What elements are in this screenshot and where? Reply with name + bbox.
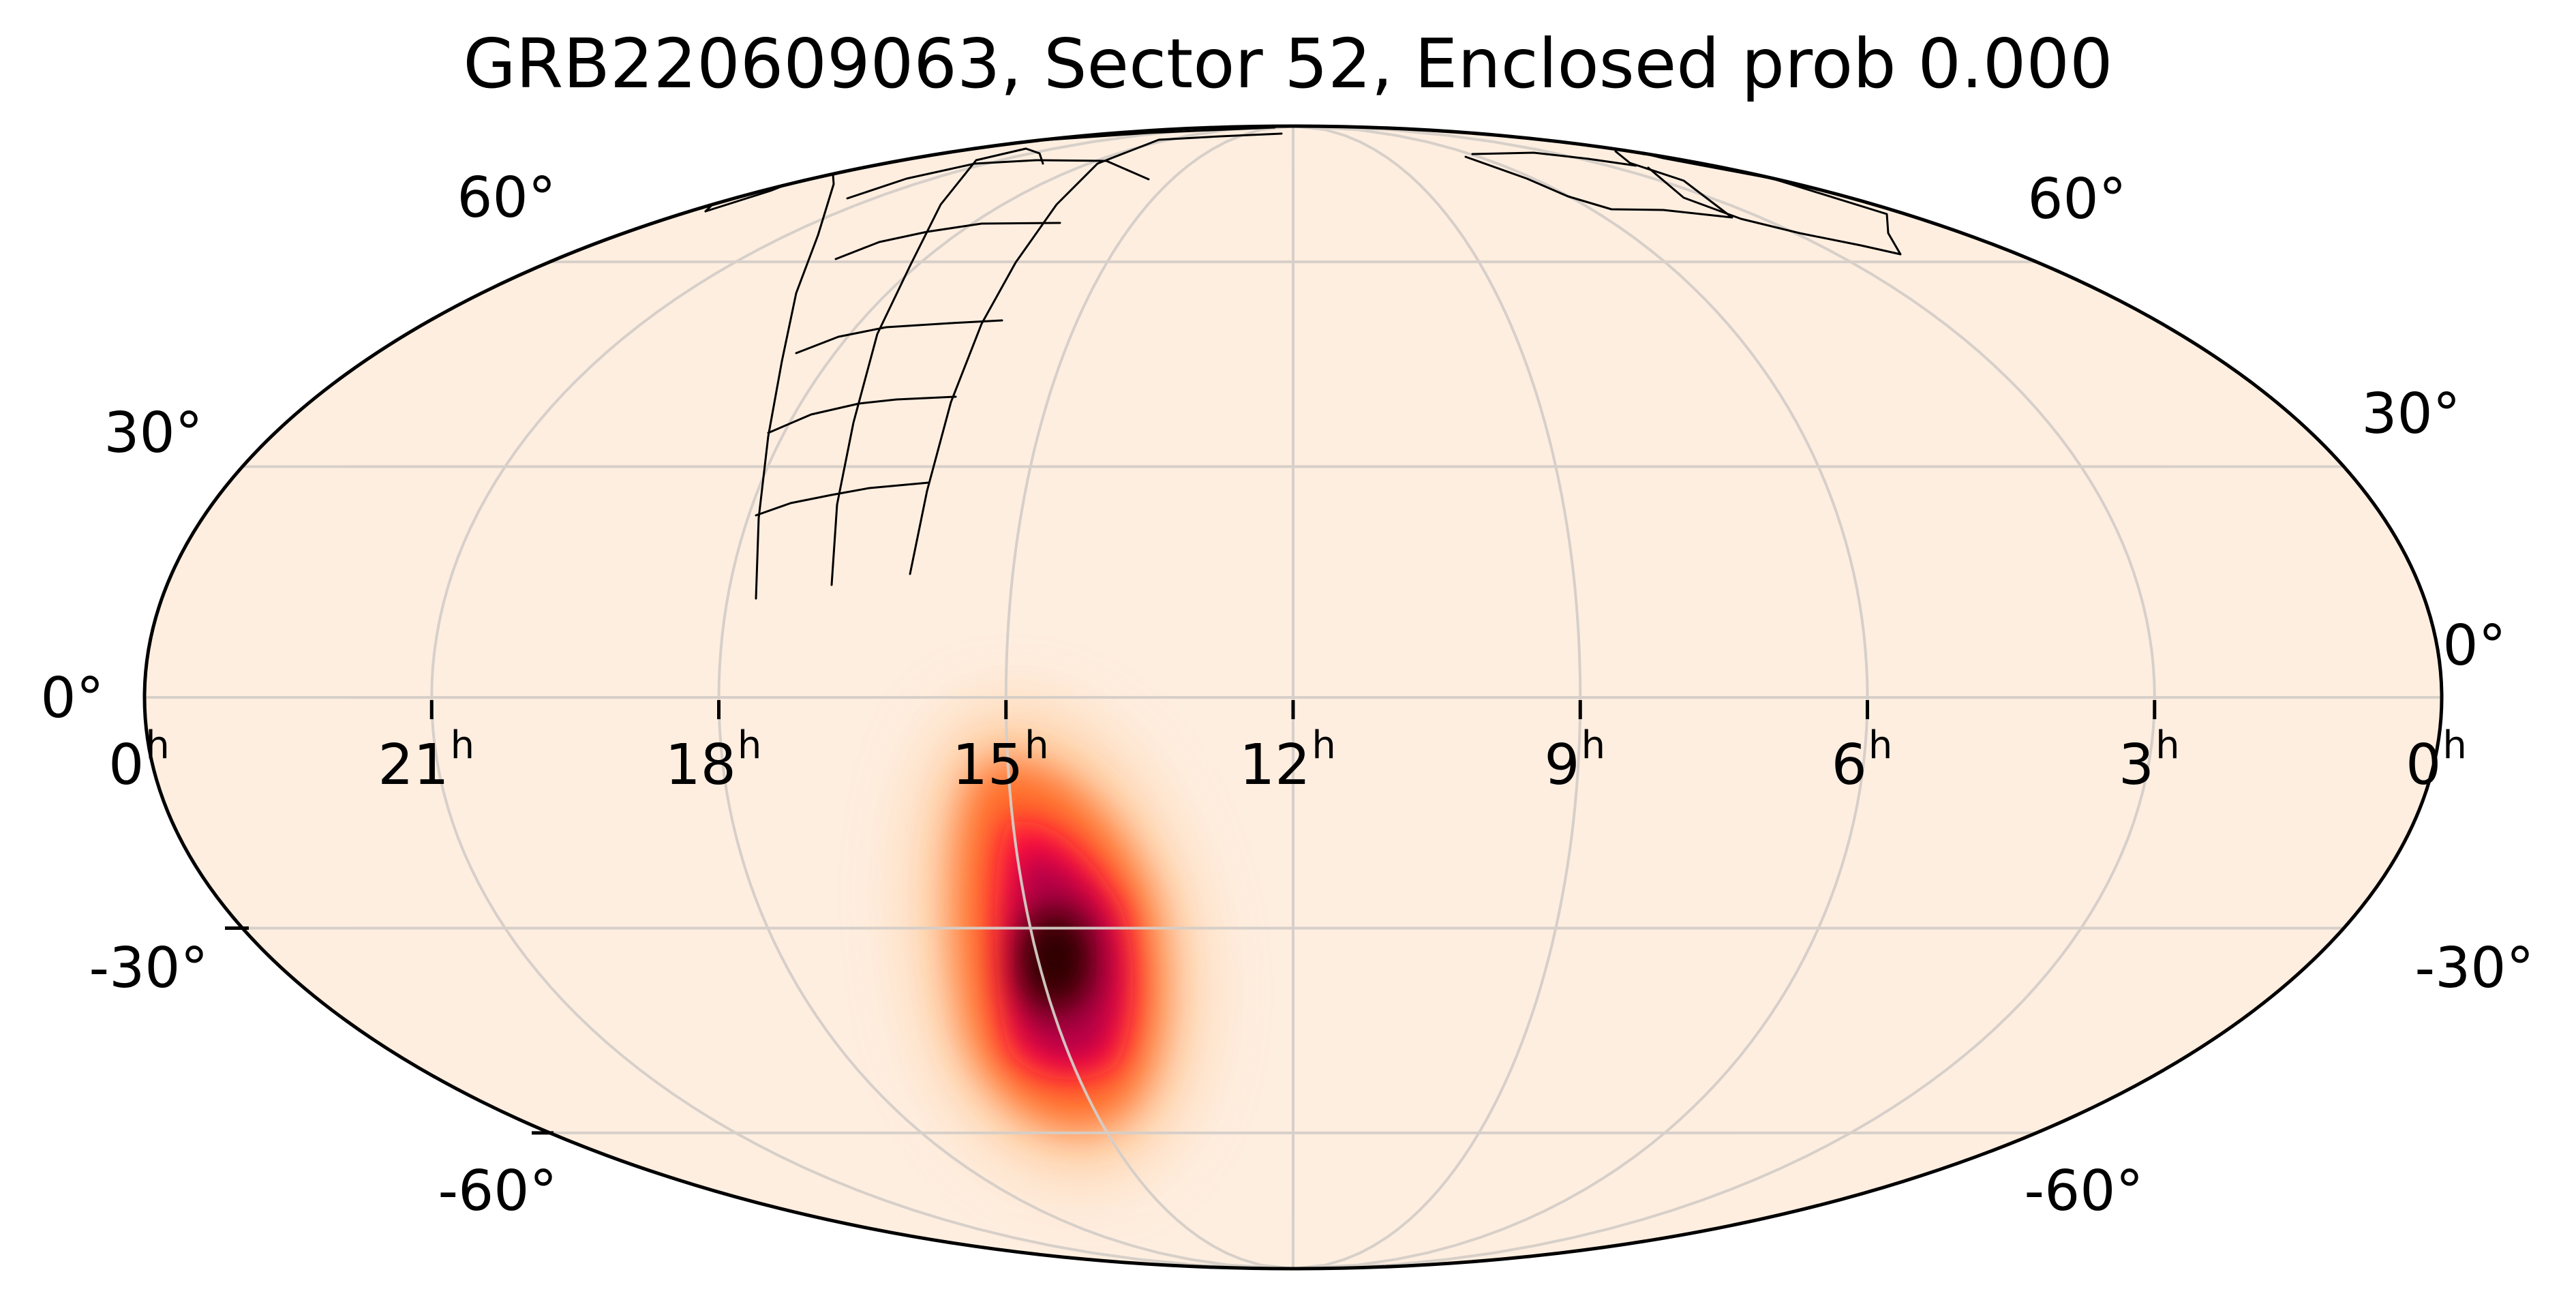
- dec-tick-label-right: 0°: [2442, 614, 2506, 678]
- ra-tick-label: 21h: [378, 723, 474, 798]
- dec-tick-label-left: 30°: [104, 401, 202, 466]
- sky-outline: [142, 124, 2444, 1271]
- dec-axis: 60° 30° 0° -30° -60° 60° 30° 0° -30° -60°: [40, 166, 2534, 1224]
- dec-tick-label-right: 60°: [2027, 167, 2126, 232]
- dec-tick-label-left: -30°: [89, 936, 209, 1001]
- dec-tick-label-right: 30°: [2361, 382, 2460, 447]
- footprint-tile-edge: [846, 159, 1150, 200]
- ra-gridline: [1004, 126, 1294, 1269]
- dec-tick-label-left: 0°: [40, 666, 104, 731]
- graticule-grid: [145, 126, 2442, 1269]
- dec-tick-label-left: -60°: [438, 1159, 558, 1224]
- footprint-tile-edge: [830, 147, 1044, 586]
- localization-heatmap: [920, 712, 1193, 1173]
- footprint-tile-edge: [834, 222, 1061, 260]
- ra-gridline: [1292, 126, 1582, 1269]
- ra-gridline: [1292, 126, 2156, 1269]
- heatmap-peak-core: [1035, 927, 1076, 988]
- ra-gridline: [430, 126, 1294, 1269]
- dec-tick-label-right: -30°: [2415, 936, 2534, 1001]
- footprint-tile-edge: [909, 132, 1283, 575]
- ra-gridline: [1292, 126, 1869, 1269]
- footprint-tile-edge: [795, 319, 1003, 354]
- footprint-tile-edge: [767, 395, 957, 434]
- ra-gridline: [717, 126, 1294, 1269]
- dec-tick-label-right: -60°: [2025, 1159, 2144, 1224]
- footprint-tile-edge: [1471, 151, 1637, 167]
- ra-tick-label: 0h: [2406, 723, 2467, 798]
- footprint-tile-edge: [755, 481, 930, 517]
- footprint-tile-edge: [1464, 150, 1733, 219]
- chart-title: GRB220609063, Sector 52, Enclosed prob 0…: [463, 24, 2113, 104]
- dec-tick-label-left: 60°: [457, 166, 556, 230]
